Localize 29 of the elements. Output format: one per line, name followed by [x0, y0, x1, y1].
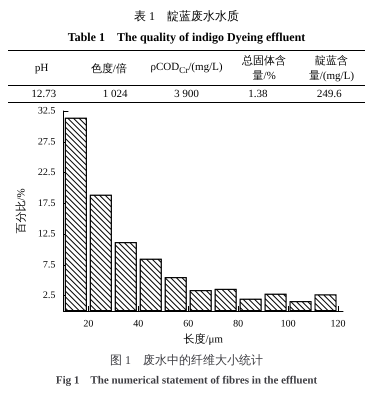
x-tick-label: 20 — [83, 318, 94, 330]
text: Table 1 The quality of indigo Dyeing effluent — [66, 29, 306, 46]
text: 12.73 — [30, 87, 58, 102]
y-tick-label: 7.5 — [42, 259, 56, 270]
y-tick-label: 27.5 — [38, 136, 56, 148]
y-tick-label: 17.5 — [38, 198, 56, 209]
y-tick-label: 32.5 — [38, 106, 56, 116]
text: 3 900 — [173, 87, 200, 102]
text: Fig 1 The numerical statement of fibres in the effluent — [56, 374, 318, 386]
x-tick-label: 80 — [233, 318, 244, 330]
x-tick-label: 40 — [133, 318, 144, 330]
y-tick-label: 12.5 — [38, 228, 56, 240]
text: ρCOD$_{Cr}$/(mg/L) — [149, 60, 224, 78]
y-tick-label: 22.5 — [38, 167, 56, 178]
text: 1 024 — [102, 87, 128, 102]
text: 色度/倍 — [90, 62, 128, 76]
text: 1.38 — [247, 87, 269, 102]
text: pH — [34, 61, 50, 76]
x-axis-title: 长度/μm — [183, 332, 224, 346]
text: 总固体含量/% — [241, 54, 288, 84]
text: 靛蓝含量/(mg/L) — [308, 54, 355, 84]
x-tick-label: 120 — [330, 318, 346, 330]
x-tick-label: 60 — [183, 318, 194, 330]
x-tick-label: 100 — [280, 318, 296, 330]
text: 图 1 废水中的纤维大小统计 — [110, 353, 263, 367]
text: 表 1 靛蓝废水水质 — [133, 8, 240, 25]
y-axis-title: 百分比/% — [14, 188, 28, 234]
y-tick-label: 2.5 — [42, 290, 56, 302]
text: 249.6 — [316, 87, 343, 102]
